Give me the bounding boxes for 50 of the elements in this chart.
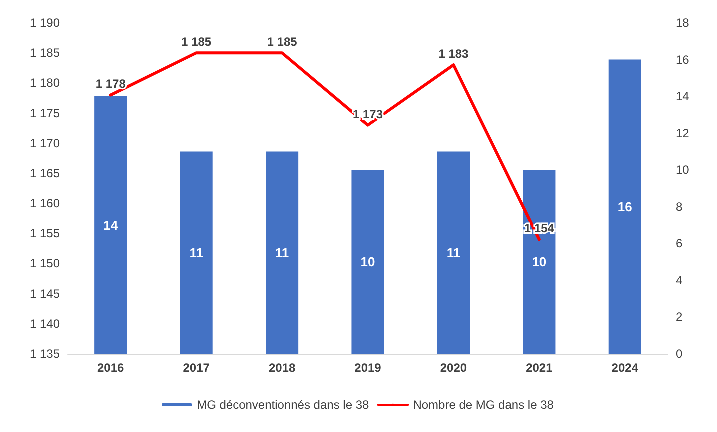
y-tick-label: 1 180 [30,76,60,90]
x-tick-label: 2021 [526,361,554,375]
y-tick-label: 1 160 [30,196,60,211]
y2-tick-label: 8 [676,200,683,214]
bar [352,170,384,354]
x-tick-label: 2020 [440,361,468,375]
legend-label: Nombre de MG dans le 38 [413,398,554,412]
data-label: 10 [532,254,547,270]
y2-tick-label: 6 [676,236,683,251]
x-tick-label: 2018 [268,361,296,375]
y2-tick-label: 18 [676,16,690,30]
data-label: 11 [190,245,204,260]
y2-tick-label: 2 [676,310,683,324]
bar [523,170,556,354]
x-tick-label: 2017 [183,361,210,375]
y2-tick-label: 16 [676,52,690,67]
data-label: 11 [446,245,461,260]
y-tick-label: 1 175 [30,106,60,120]
y2-tick-label: 0 [676,347,683,361]
y-tick-label: 1 190 [30,16,60,30]
bar [94,96,128,354]
y-tick-label: 1 165 [30,166,60,180]
data-label: 16 [618,199,632,214]
y-tick-label: 1 155 [30,226,60,241]
y-tick-label: 1 150 [30,256,60,271]
bar [437,152,470,354]
bar [608,60,642,354]
x-tick-label: 2024 [612,361,639,375]
x-tick-label: 2019 [354,361,382,375]
y-tick-label: 1 185 [30,46,60,60]
y2-tick-label: 14 [676,90,690,104]
bar [266,152,299,354]
y2-tick-label: 4 [676,273,683,288]
data-label: 1 178 [96,77,126,92]
data-label: 10 [360,254,376,270]
y2-tick-label: 12 [676,126,690,140]
data-label: 1 185 [267,35,298,50]
y-tick-label: 1 170 [30,136,60,150]
data-label: 1 183 [438,47,470,62]
y2-tick-label: 10 [676,163,690,178]
y-tick-label: 1 140 [30,316,60,331]
data-label: 14 [104,218,119,233]
x-tick-label: 2016 [98,361,125,375]
y-tick-label: 1 145 [30,286,60,301]
legend-label: MG déconventionnés dans le 38 [197,398,370,412]
y-tick-label: 1 135 [30,347,60,361]
bar [180,152,213,354]
data-label: 1 185 [182,35,212,50]
data-label: 11 [275,245,290,260]
data-label: 1 154 [524,222,555,236]
